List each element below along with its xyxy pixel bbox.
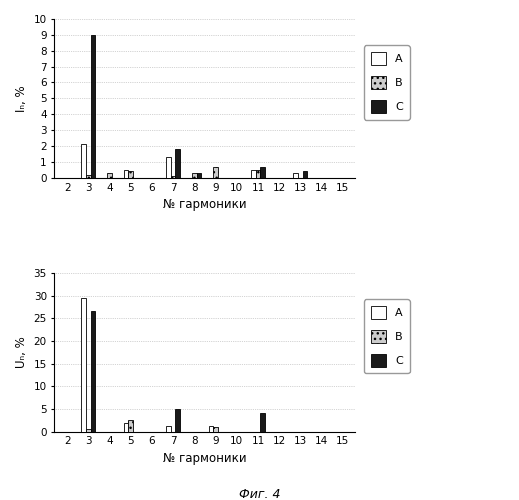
Y-axis label: Uₙ, %: Uₙ, % — [15, 336, 28, 368]
Bar — [213, 166, 218, 177]
X-axis label: № гармоники: № гармоники — [163, 452, 247, 465]
Bar — [128, 172, 133, 177]
Y-axis label: Iₙ, %: Iₙ, % — [15, 85, 28, 112]
Bar — [171, 176, 175, 178]
Bar — [91, 35, 95, 178]
Legend: A, B, C: A, B, C — [364, 300, 409, 374]
X-axis label: № гармоники: № гармоники — [163, 198, 247, 211]
Bar — [166, 426, 171, 432]
Bar — [293, 173, 298, 178]
Bar — [81, 144, 86, 178]
Text: Фиг. 4: Фиг. 4 — [239, 488, 280, 500]
Bar — [124, 170, 128, 177]
Bar — [86, 174, 91, 178]
Bar — [175, 149, 180, 178]
Bar — [209, 426, 213, 432]
Bar — [91, 312, 95, 432]
Bar — [128, 420, 133, 432]
Bar — [261, 166, 265, 177]
Bar — [251, 170, 256, 177]
Bar — [197, 173, 201, 178]
Bar — [256, 170, 261, 177]
Bar — [81, 298, 86, 432]
Bar — [166, 157, 171, 178]
Bar — [303, 172, 307, 177]
Bar — [175, 409, 180, 432]
Bar — [86, 430, 91, 432]
Bar — [124, 422, 128, 432]
Bar — [107, 173, 112, 178]
Bar — [192, 173, 197, 178]
Legend: A, B, C: A, B, C — [364, 46, 409, 120]
Bar — [213, 427, 218, 432]
Bar — [261, 412, 265, 432]
